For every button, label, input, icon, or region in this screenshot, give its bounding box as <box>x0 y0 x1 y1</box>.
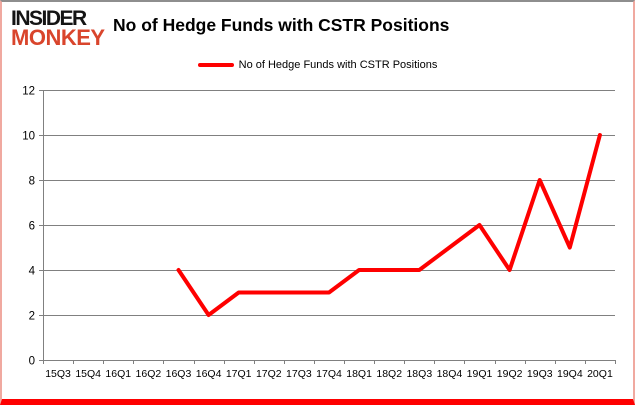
x-tick-label: 15Q4 <box>75 368 101 380</box>
y-tick-label: 10 <box>22 131 35 143</box>
logo-text-monkey: MONKEY <box>11 25 105 50</box>
x-tick-label: 16Q3 <box>166 368 192 380</box>
series-line <box>176 133 602 317</box>
x-tick-label: 19Q4 <box>557 368 583 380</box>
x-tick-label: 15Q3 <box>45 368 71 380</box>
x-tick-label: 18Q1 <box>346 368 372 380</box>
y-tick-label: 4 <box>29 266 36 278</box>
x-tick-label: 19Q1 <box>467 368 493 380</box>
x-tick-label: 16Q4 <box>196 368 222 380</box>
line-chart: 0 2 4 6 8 10 12 15Q3 15Q4 16Q1 16Q2 16Q3 16Q4 17Q1 17Q… <box>22 86 616 380</box>
x-tick-label: 17Q4 <box>316 368 342 380</box>
legend-label: No of Hedge Funds with CSTR Positions <box>238 59 438 71</box>
y-tick-label: 2 <box>29 311 35 323</box>
x-tick-label: 19Q2 <box>497 368 523 380</box>
y-tick-label: 8 <box>29 176 35 188</box>
chart-title: No of Hedge Funds with CSTR Positions <box>113 15 450 35</box>
x-tick-label: 17Q3 <box>286 368 312 380</box>
x-tick-label: 19Q3 <box>527 368 553 380</box>
x-tick-label: 17Q1 <box>226 368 252 380</box>
y-tick-label: 0 <box>29 356 35 368</box>
x-tick-label: 20Q1 <box>587 368 613 380</box>
x-tick-label: 18Q2 <box>376 368 402 380</box>
x-tick-label: 18Q3 <box>406 368 432 380</box>
logo-text-insider: INSIDER <box>11 7 87 30</box>
x-tick-label: 16Q2 <box>136 368 162 380</box>
chart-header: INSIDER MONKEY No of Hedge Funds with CS… <box>2 2 633 82</box>
x-tick-label: 17Q2 <box>256 368 282 380</box>
legend: No of Hedge Funds with CSTR Positions <box>2 59 633 71</box>
x-tick-label: 16Q1 <box>105 368 131 380</box>
x-tick-label: 18Q4 <box>437 368 463 380</box>
y-tick-label: 12 <box>22 86 35 98</box>
y-tick-label: 6 <box>29 221 35 233</box>
legend-line-swatch <box>197 63 234 67</box>
insider-monkey-logo: INSIDER MONKEY <box>11 8 105 49</box>
